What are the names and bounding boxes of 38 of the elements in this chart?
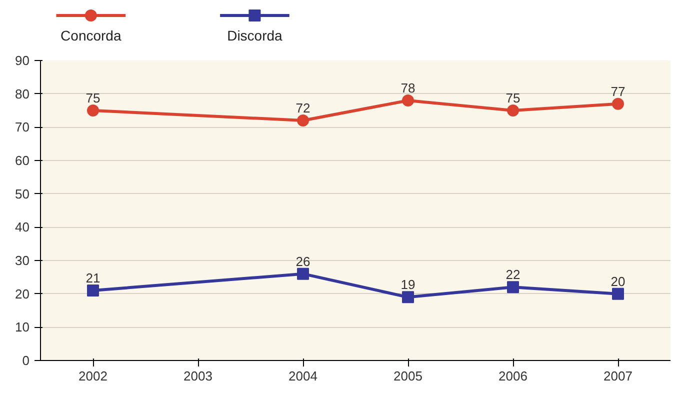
x-tick-label: 2002 bbox=[78, 368, 108, 384]
data-label: 22 bbox=[506, 267, 520, 282]
y-tick-label: 40 bbox=[15, 220, 30, 235]
data-label: 77 bbox=[610, 84, 626, 99]
y-tick-label: 90 bbox=[15, 53, 30, 68]
x-tick-label: 2007 bbox=[604, 368, 632, 384]
data-label: 75 bbox=[506, 90, 520, 106]
point bbox=[87, 104, 99, 116]
y-tick-label: 0 bbox=[22, 353, 30, 368]
legend-label: Concorda bbox=[60, 28, 122, 44]
point bbox=[297, 268, 309, 280]
y-tick-label: 20 bbox=[15, 286, 30, 302]
y-tick-label: 10 bbox=[15, 320, 30, 335]
data-label: 21 bbox=[86, 270, 100, 286]
y-tick-label: 60 bbox=[15, 153, 30, 168]
data-label: 78 bbox=[400, 80, 416, 96]
legend-label: Discorda bbox=[227, 28, 283, 44]
x-tick-label: 2006 bbox=[498, 368, 528, 384]
point bbox=[297, 114, 309, 126]
point bbox=[612, 288, 624, 300]
point bbox=[612, 98, 624, 110]
point bbox=[402, 291, 414, 304]
data-label: 26 bbox=[296, 254, 310, 269]
y-tick-label: 80 bbox=[15, 86, 30, 102]
point bbox=[507, 104, 519, 116]
x-tick-label: 2004 bbox=[288, 368, 318, 384]
point bbox=[507, 281, 519, 294]
data-label: 72 bbox=[296, 100, 310, 116]
x-tick-label: 2005 bbox=[394, 368, 422, 384]
x-tick-label: 2003 bbox=[184, 368, 212, 384]
point bbox=[87, 284, 99, 296]
y-tick-label: 30 bbox=[15, 253, 30, 268]
point bbox=[402, 94, 414, 106]
y-tick-label: 70 bbox=[15, 120, 30, 135]
y-tick-label: 50 bbox=[15, 186, 30, 202]
data-label: 20 bbox=[610, 274, 626, 289]
data-label: 19 bbox=[400, 277, 416, 292]
data-label: 75 bbox=[86, 90, 100, 106]
